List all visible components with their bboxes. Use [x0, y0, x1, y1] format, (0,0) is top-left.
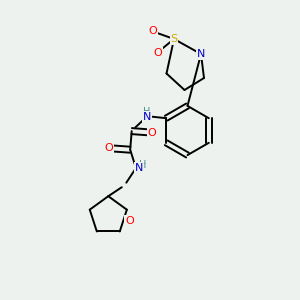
Text: O: O: [148, 26, 158, 37]
Text: O: O: [148, 128, 157, 138]
Text: H: H: [143, 107, 150, 117]
Text: N: N: [134, 163, 143, 173]
Text: H: H: [139, 160, 146, 170]
Text: O: O: [153, 47, 162, 58]
Text: O: O: [125, 216, 134, 226]
Text: S: S: [170, 34, 178, 44]
Text: O: O: [105, 143, 114, 153]
Text: N: N: [142, 112, 151, 122]
Text: N: N: [197, 49, 205, 59]
